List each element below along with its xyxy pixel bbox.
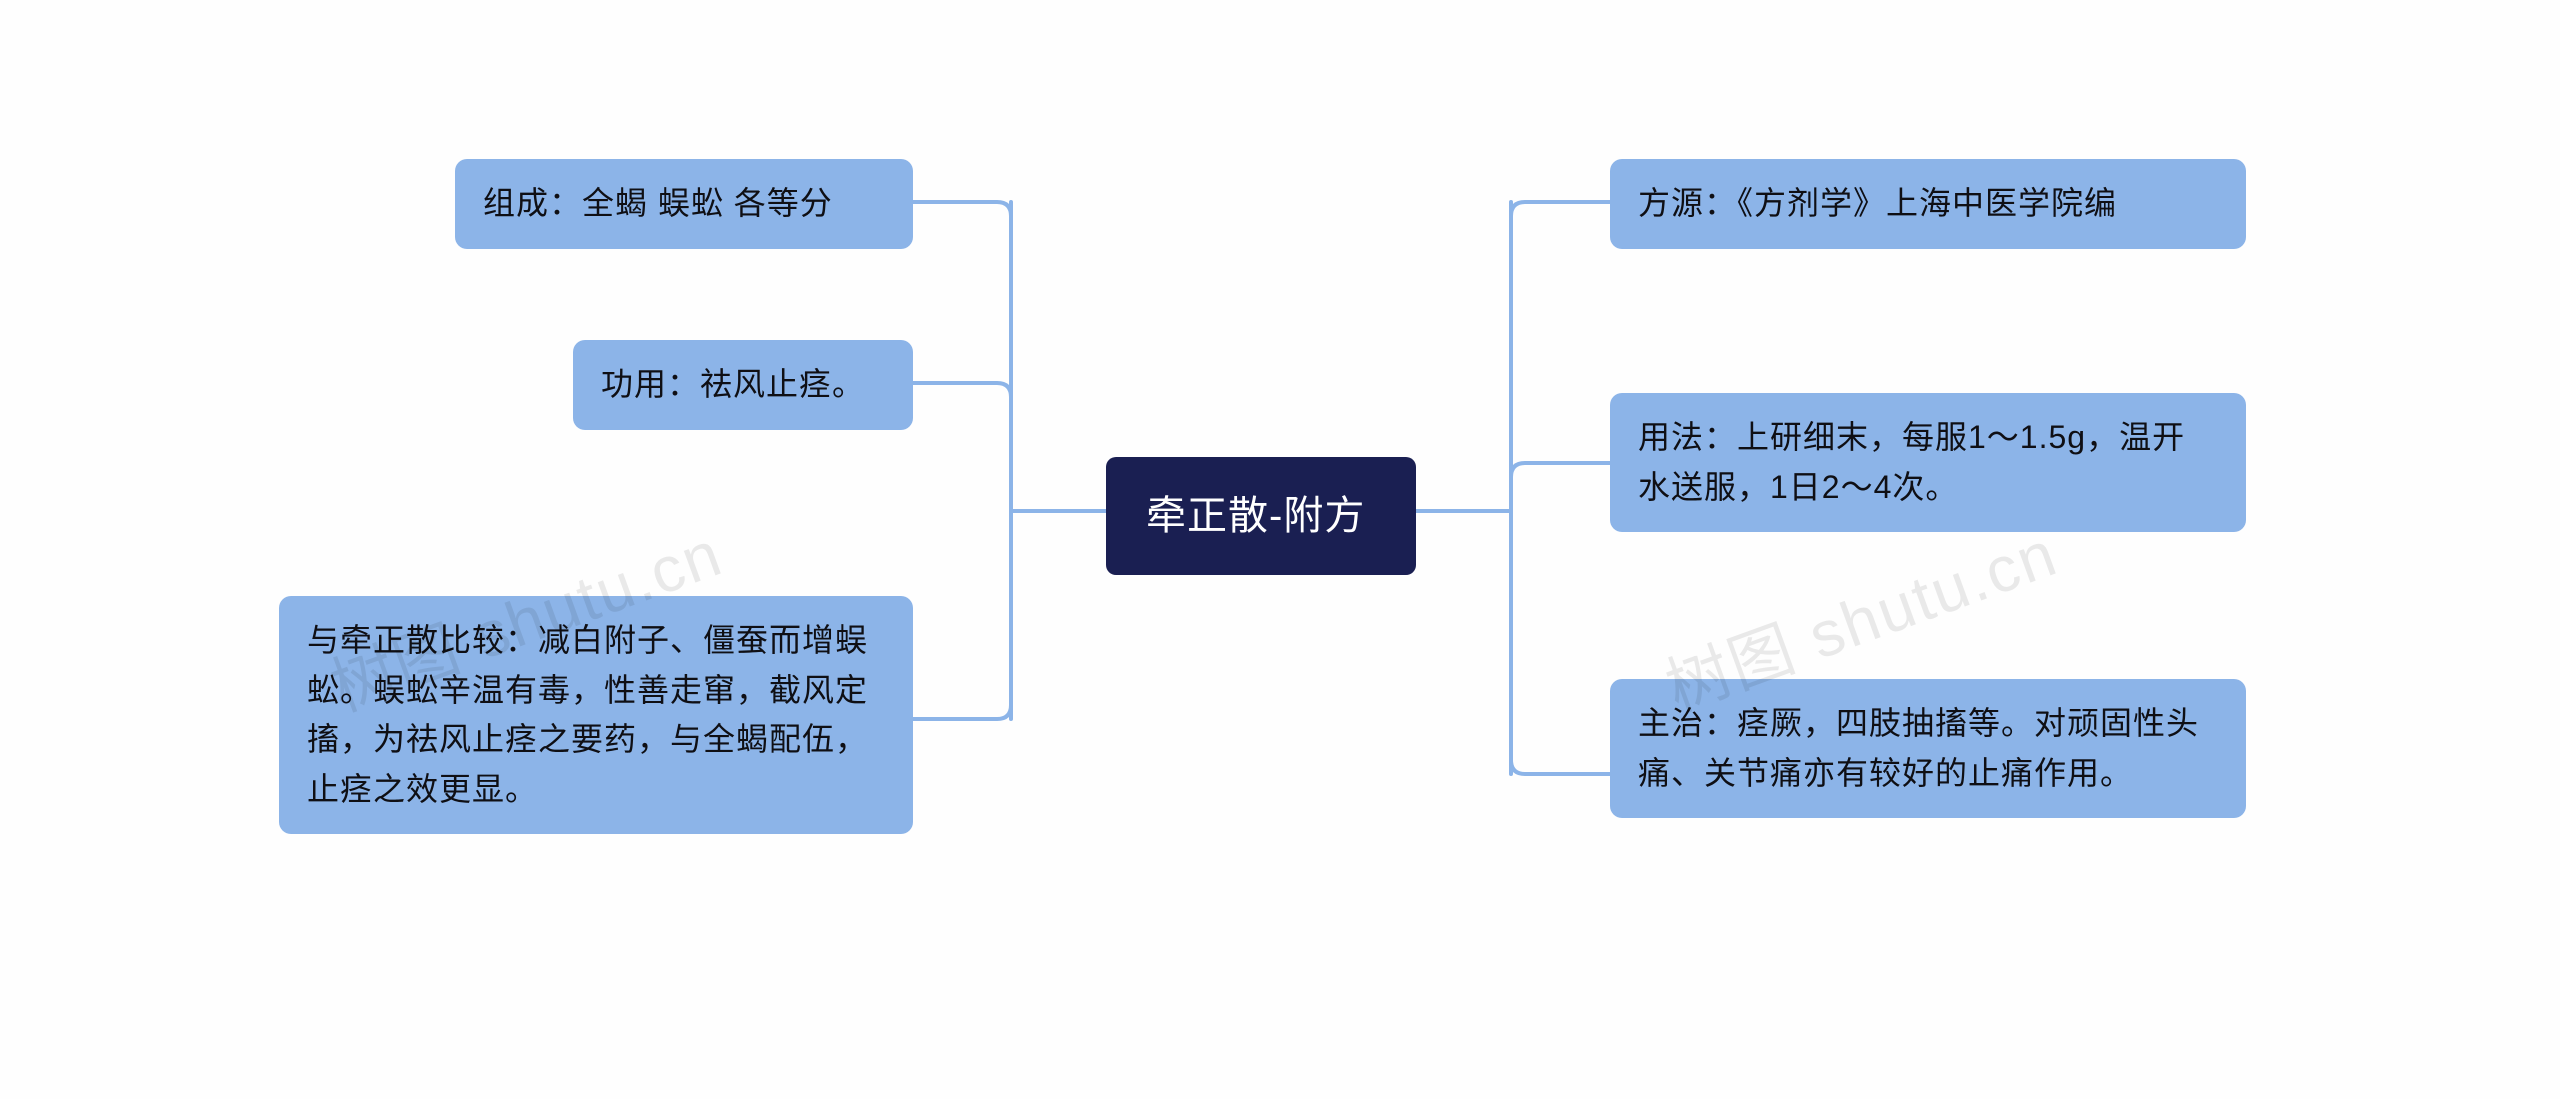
branch-label: 用法：上研细末，每服1～1.5g，温开水送服，1日2～4次。	[1638, 419, 2185, 505]
center-label: 牵正散-附方	[1146, 494, 1365, 538]
branch-label: 主治：痉厥，四肢抽搐等。对顽固性头痛、关节痛亦有较好的止痛作用。	[1638, 705, 2199, 791]
branch-usage: 用法：上研细末，每服1～1.5g，温开水送服，1日2～4次。	[1610, 393, 2246, 532]
branch-composition: 组成：全蝎 蜈蚣 各等分	[455, 159, 913, 249]
branch-function: 功用：祛风止痉。	[573, 340, 913, 430]
branch-comparison: 与牵正散比较：减白附子、僵蚕而增蜈蚣。蜈蚣辛温有毒，性善走窜，截风定搐，为祛风止…	[279, 596, 913, 834]
branch-indication: 主治：痉厥，四肢抽搐等。对顽固性头痛、关节痛亦有较好的止痛作用。	[1610, 679, 2246, 818]
branch-label: 组成：全蝎 蜈蚣 各等分	[483, 185, 833, 221]
branch-source: 方源：《方剂学》上海中医学院编	[1610, 159, 2246, 249]
mindmap-center-node: 牵正散-附方	[1106, 457, 1416, 575]
branch-label: 方源：《方剂学》上海中医学院编	[1638, 185, 2117, 221]
branch-label: 与牵正散比较：减白附子、僵蚕而增蜈蚣。蜈蚣辛温有毒，性善走窜，截风定搐，为祛风止…	[307, 622, 868, 807]
branch-label: 功用：祛风止痉。	[601, 366, 865, 402]
